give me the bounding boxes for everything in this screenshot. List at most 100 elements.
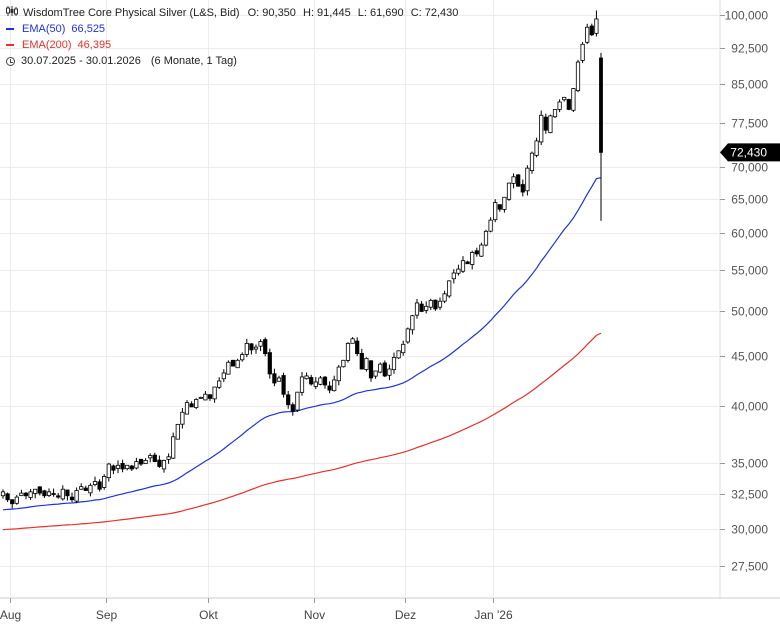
ema50-value: 66,525 xyxy=(71,23,106,35)
candle-up xyxy=(318,377,323,385)
candle-up xyxy=(502,196,507,210)
candle-down xyxy=(520,184,525,193)
candle-up xyxy=(304,375,309,380)
candle-down xyxy=(69,496,75,501)
candle-down xyxy=(129,465,134,470)
ema50-label: EMA(50) xyxy=(22,23,66,35)
y-tick-label: 45,000 xyxy=(731,350,768,364)
candle-up xyxy=(240,354,245,361)
candle-up xyxy=(74,490,79,502)
candle-up xyxy=(33,488,38,494)
x-tick-label: Jan '26 xyxy=(474,608,513,622)
candle-up xyxy=(488,219,493,232)
candle-down xyxy=(120,463,125,470)
candle-up xyxy=(451,272,456,280)
candle-down xyxy=(599,57,603,153)
candle-up xyxy=(171,436,176,459)
candle-down xyxy=(263,339,268,355)
candle-down xyxy=(290,404,295,412)
candle-up xyxy=(396,350,401,359)
ohlc-values: O: 90,350 H: 91,445 L: 61,690 C: 72,430 xyxy=(248,5,463,21)
candle-up xyxy=(194,399,199,409)
candle-down xyxy=(474,250,479,255)
candle-down xyxy=(51,493,56,495)
candle-up xyxy=(217,380,222,388)
candle-down xyxy=(207,394,213,399)
candle-up xyxy=(493,202,498,221)
legend-ema200[interactable]: EMA(200) 46,395 xyxy=(6,37,462,53)
y-tick-label: 92,500 xyxy=(731,42,768,56)
x-tick-label: Aug xyxy=(0,608,21,622)
ema50-line xyxy=(2,177,602,511)
candle-up xyxy=(258,341,263,347)
ema200-line xyxy=(2,332,602,531)
candle-up xyxy=(552,109,558,118)
y-tick-label: 32,500 xyxy=(731,488,768,502)
candle-down xyxy=(23,492,29,497)
candle-up xyxy=(378,363,383,373)
candle-up xyxy=(470,251,475,265)
candle-up xyxy=(313,381,318,387)
candle-up xyxy=(529,152,535,172)
candle-down xyxy=(589,25,594,36)
y-tick-label: 40,000 xyxy=(731,400,768,414)
candle-up xyxy=(148,455,153,459)
candle-up xyxy=(115,464,121,469)
y-tick-label: 35,000 xyxy=(731,457,768,471)
candle-up xyxy=(460,260,466,272)
last-price-tag-shape xyxy=(720,143,780,162)
candle-up xyxy=(350,338,355,344)
candle-up xyxy=(253,346,259,350)
candle-up xyxy=(483,230,489,246)
candle-up xyxy=(276,377,282,382)
candle-up xyxy=(373,370,378,377)
candle-down xyxy=(97,481,102,490)
candle-down xyxy=(138,458,144,465)
candle-up xyxy=(299,376,305,393)
legend-range-row: 30.07.2025 - 30.01.2026 (6 Monate, 1 Tag… xyxy=(6,53,462,69)
clock-icon xyxy=(6,56,15,66)
last-price-tag: 72,430 xyxy=(720,143,780,162)
legend-title-row: WisdomTree Core Physical Silver (L&S, Bi… xyxy=(6,5,462,21)
candle-up xyxy=(437,300,443,308)
candle-up xyxy=(585,26,590,43)
candle-up xyxy=(161,459,167,470)
candle-down xyxy=(327,385,332,391)
candle-up xyxy=(88,484,93,494)
candle-down xyxy=(382,362,387,377)
grid xyxy=(0,0,780,603)
candle-down xyxy=(83,487,88,491)
y-tick-label: 70,000 xyxy=(731,161,768,175)
low-value: L: 61,690 xyxy=(357,7,404,19)
candle-down xyxy=(189,403,194,408)
x-tick-label: Okt xyxy=(199,608,218,622)
candle-up xyxy=(410,315,415,331)
candle-down xyxy=(281,375,286,395)
candle-up xyxy=(184,402,190,415)
candle-up xyxy=(557,101,562,110)
candle-up xyxy=(575,61,581,92)
y-tick-label: 50,000 xyxy=(731,305,768,319)
candle-down xyxy=(368,360,374,379)
candle-up xyxy=(0,491,6,497)
candle-down xyxy=(433,299,438,310)
y-tick-label: 100,000 xyxy=(725,9,769,23)
candle-up xyxy=(525,167,530,192)
candle-up xyxy=(479,244,484,257)
open-value: O: 90,350 xyxy=(247,7,296,19)
y-tick-label: 65,000 xyxy=(731,193,768,207)
candle-up xyxy=(506,182,512,200)
candle-up xyxy=(226,361,231,375)
candle-up xyxy=(548,115,553,134)
legend-ema50[interactable]: EMA(50) 66,525 xyxy=(6,21,462,37)
candle-up xyxy=(428,300,433,308)
candle-up xyxy=(143,459,148,465)
candle-down xyxy=(566,99,571,110)
candle-up xyxy=(539,114,544,143)
candle-up xyxy=(534,140,539,156)
candle-up xyxy=(401,343,406,354)
candle-up xyxy=(166,456,171,460)
candle-up xyxy=(336,366,341,382)
x-tick-label: Sep xyxy=(96,608,118,622)
